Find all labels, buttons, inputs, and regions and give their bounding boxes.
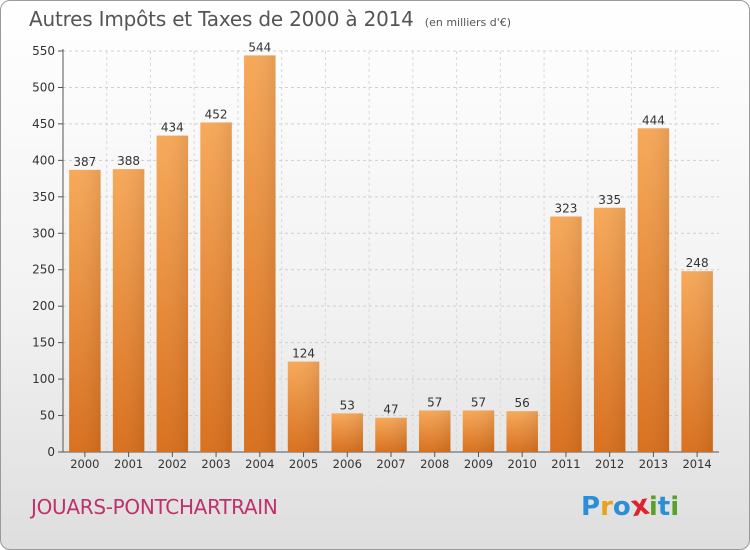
chart-subtitle: (en milliers d'€) <box>424 16 512 29</box>
value-label-2012: 335 <box>598 193 621 207</box>
value-label-2002: 434 <box>161 121 184 135</box>
value-label-2008: 57 <box>427 395 442 409</box>
value-label-2007: 47 <box>383 403 398 417</box>
value-label-2003: 452 <box>205 107 228 121</box>
bar-shade-2008 <box>418 410 451 452</box>
bar-shade-2012 <box>593 207 626 452</box>
value-label-2005: 124 <box>292 347 315 361</box>
value-label-2013: 444 <box>642 113 665 127</box>
logo-letter-4: i <box>648 492 658 522</box>
logo-letter-5: t <box>657 492 671 522</box>
value-label-2001: 388 <box>117 154 140 168</box>
x-tick-label-2000: 2000 <box>70 457 99 471</box>
value-label-2010: 56 <box>515 396 530 410</box>
value-label-2006: 53 <box>340 398 355 412</box>
bar-shade-2005 <box>287 361 320 452</box>
proxiti-logo[interactable]: Proxiti <box>581 488 680 524</box>
value-label-2014: 248 <box>686 256 709 270</box>
y-tick-label-0: 0 <box>47 445 55 459</box>
bar-shade-2013 <box>637 128 670 452</box>
logo-letter-0: P <box>581 492 601 522</box>
y-tick-label-100: 100 <box>32 372 55 386</box>
y-tick-label-250: 250 <box>32 263 55 277</box>
bar-shade-2007 <box>375 417 407 452</box>
logo-letter-6: i <box>670 492 680 522</box>
axis-layer: 0 50 100 150 200 250 300 350 400 450 500 550 2000 200… <box>32 44 719 471</box>
x-tick-label-2001: 2001 <box>114 457 143 471</box>
x-tick-label-2007: 2007 <box>376 457 405 471</box>
bar-shade-2014 <box>681 271 713 452</box>
value-label-2009: 57 <box>471 395 486 409</box>
logo-letter-2: o <box>612 492 631 522</box>
bar-shade-2009 <box>462 410 495 452</box>
y-tick-label-200: 200 <box>32 299 55 313</box>
x-tick-label-2004: 2004 <box>245 457 274 471</box>
x-tick-label-2013: 2013 <box>639 457 668 471</box>
bar-shade-2011 <box>550 216 582 452</box>
value-label-2011: 323 <box>554 202 577 216</box>
logo-letter-1: r <box>600 492 613 522</box>
bar-layer: 387 388 434 452 544 124 53 47 57 57 56 323 335 444 248 <box>69 40 713 453</box>
y-tick-label-550: 550 <box>32 44 55 58</box>
chart-title-block: Autres Impôts et Taxes de 2000 à 2014 (e… <box>29 7 511 31</box>
value-label-2000: 387 <box>73 155 96 169</box>
bar-shade-2001 <box>112 169 145 452</box>
x-tick-label-2005: 2005 <box>289 457 318 471</box>
x-tick-label-2011: 2011 <box>551 457 580 471</box>
bar-shade-2006 <box>331 413 364 452</box>
y-tick-label-150: 150 <box>32 336 55 350</box>
x-tick-label-2003: 2003 <box>201 457 230 471</box>
y-tick-label-50: 50 <box>40 409 55 423</box>
bar-shade-2002 <box>156 135 189 453</box>
y-tick-label-450: 450 <box>32 117 55 131</box>
x-tick-label-2009: 2009 <box>464 457 493 471</box>
x-tick-label-2014: 2014 <box>682 457 711 471</box>
value-label-2004: 544 <box>248 40 271 54</box>
bar-shade-2000 <box>69 169 101 453</box>
x-tick-label-2010: 2010 <box>508 457 537 471</box>
y-tick-label-350: 350 <box>32 190 55 204</box>
x-tick-label-2006: 2006 <box>333 457 362 471</box>
bar-shade-2010 <box>506 411 538 452</box>
y-tick-label-400: 400 <box>32 153 55 167</box>
y-tick-label-300: 300 <box>32 226 55 240</box>
bar-shade-2004 <box>244 55 276 453</box>
chart-title: Autres Impôts et Taxes de 2000 à 2014 <box>29 7 414 31</box>
bar-shade-2003 <box>200 122 232 452</box>
y-tick-label-500: 500 <box>32 80 55 94</box>
commune-name: JOUARS-PONTCHARTRAIN <box>31 495 278 519</box>
x-tick-label-2012: 2012 <box>595 457 624 471</box>
x-tick-label-2002: 2002 <box>158 457 187 471</box>
x-tick-label-2008: 2008 <box>420 457 449 471</box>
